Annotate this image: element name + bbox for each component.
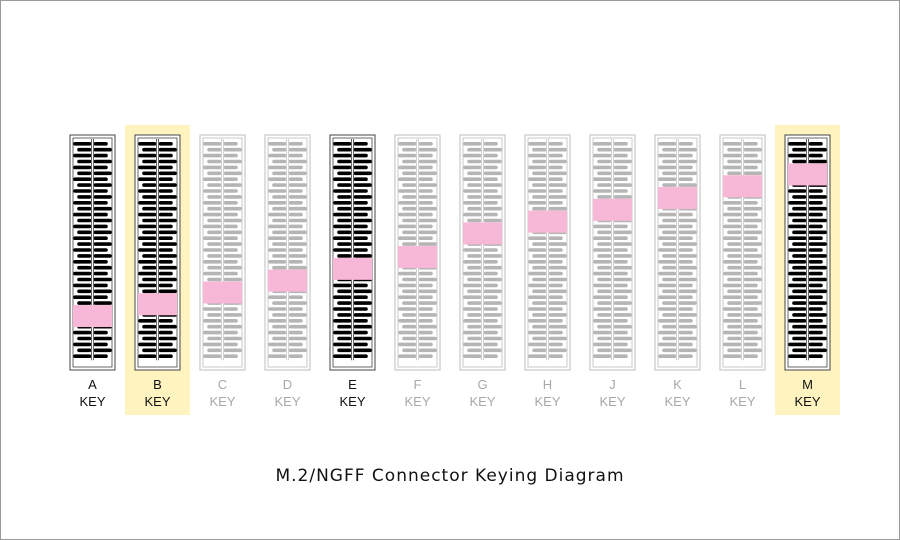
key-l-notch <box>723 175 762 198</box>
key-g-inner-frame <box>462 137 503 368</box>
key-g-notch <box>463 222 502 245</box>
key-c-inner-frame <box>202 137 243 368</box>
key-l-label-letter: L <box>739 377 746 392</box>
key-c-label-word: KEY <box>209 394 235 409</box>
key-d-label-letter: D <box>283 377 292 392</box>
key-h-inner-frame <box>527 137 568 368</box>
key-g-label-letter: G <box>477 377 487 392</box>
key-a-inner-frame <box>72 137 113 368</box>
key-g-label-word: KEY <box>469 394 495 409</box>
key-e-connector: E KEY <box>329 134 376 409</box>
key-e-frame <box>329 134 376 371</box>
key-l-frame <box>719 134 766 371</box>
key-j-connector: J KEY <box>589 134 636 409</box>
key-k-label-word: KEY <box>664 394 690 409</box>
key-f-notch <box>398 246 437 269</box>
key-d-frame <box>264 134 311 371</box>
key-b-connector: B KEY <box>125 125 190 415</box>
key-d-label-word: KEY <box>274 394 300 409</box>
key-k-frame <box>654 134 701 371</box>
key-j-inner-frame <box>592 137 633 368</box>
key-f-label-word: KEY <box>404 394 430 409</box>
key-g-frame <box>459 134 506 371</box>
key-c-frame <box>199 134 246 371</box>
key-a-label-word: KEY <box>79 394 105 409</box>
key-d-inner-frame <box>267 137 308 368</box>
key-a-notch <box>73 305 112 328</box>
key-l-inner-frame <box>722 137 763 368</box>
key-b-inner-frame <box>137 137 178 368</box>
key-h-connector: H KEY <box>524 134 571 409</box>
key-b-label-letter: B <box>153 377 162 392</box>
key-e-notch <box>333 257 372 280</box>
key-l-connector: L KEY <box>719 134 766 409</box>
key-f-label-letter: F <box>414 377 422 392</box>
key-e-label-word: KEY <box>339 394 365 409</box>
key-a-frame <box>69 134 116 371</box>
key-j-frame <box>589 134 636 371</box>
key-j-notch <box>593 198 632 221</box>
key-f-connector: F KEY <box>394 134 441 409</box>
key-e-inner-frame <box>332 137 373 368</box>
key-l-label-word: KEY <box>729 394 755 409</box>
key-m-notch <box>788 163 827 186</box>
key-c-label-letter: C <box>218 377 227 392</box>
diagram-caption: M.2/NGFF Connector Keying Diagram <box>275 466 625 486</box>
key-g-connector: G KEY <box>459 134 506 409</box>
key-b-frame <box>134 134 181 371</box>
key-m-label-word: KEY <box>794 394 820 409</box>
key-b-label-word: KEY <box>144 394 170 409</box>
key-k-connector: K KEY <box>654 134 701 409</box>
key-h-label-letter: H <box>543 377 552 392</box>
key-d-notch <box>268 269 307 292</box>
key-b-notch <box>138 293 177 316</box>
key-j-label-word: KEY <box>599 394 625 409</box>
key-k-inner-frame <box>657 137 698 368</box>
key-c-notch <box>203 281 242 304</box>
key-a-label-letter: A <box>88 377 97 392</box>
key-e-label-letter: E <box>348 377 357 392</box>
key-m-label-letter: M <box>802 377 813 392</box>
key-h-label-word: KEY <box>534 394 560 409</box>
key-a-connector: A KEY <box>69 134 116 409</box>
key-h-frame <box>524 134 571 371</box>
key-k-notch <box>658 187 697 210</box>
key-c-connector: C KEY <box>199 134 246 409</box>
key-k-label-letter: K <box>673 377 682 392</box>
key-m-connector: M KEY <box>775 125 840 415</box>
key-m-inner-frame <box>787 137 828 368</box>
key-h-notch <box>528 210 567 233</box>
key-d-connector: D KEY <box>264 134 311 409</box>
key-j-label-letter: J <box>609 377 616 392</box>
